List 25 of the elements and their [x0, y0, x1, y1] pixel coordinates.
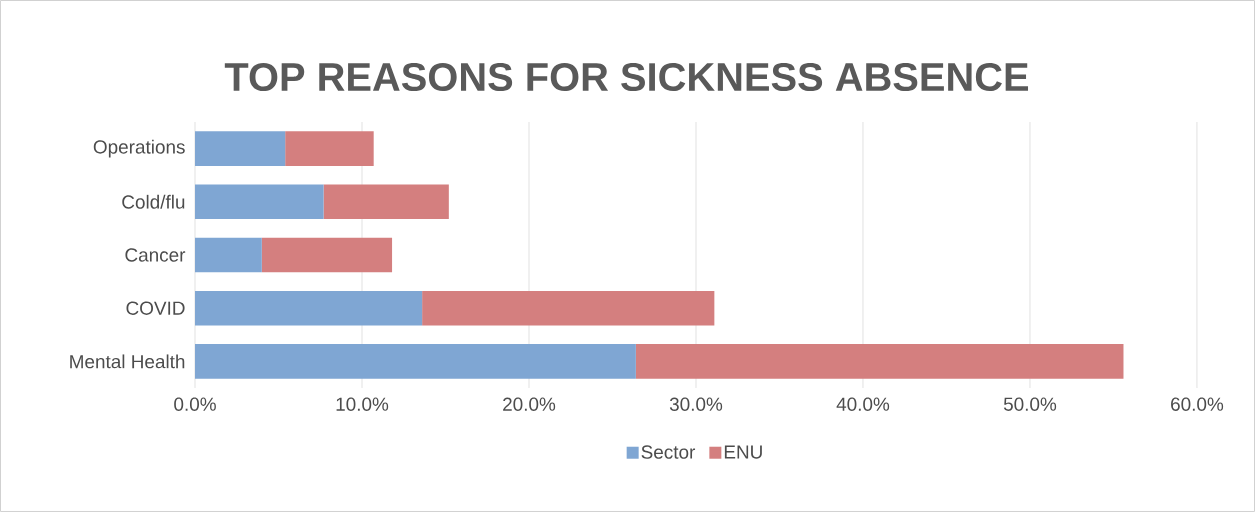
- bar: [195, 290, 423, 326]
- y-tick-label: Operations: [93, 139, 185, 158]
- bar: [323, 184, 449, 220]
- bar: [195, 344, 636, 379]
- x-tick-label: 50.0%: [1003, 397, 1057, 411]
- y-tick-label: Cancer: [125, 248, 186, 262]
- bar: [285, 131, 374, 166]
- chart-title: TOP REASONS FOR SICKNESS ABSENCE: [224, 62, 1029, 92]
- bar: [261, 237, 393, 273]
- bar: [195, 131, 286, 166]
- bar: [422, 290, 715, 326]
- x-tick-label: 40.0%: [836, 397, 890, 411]
- y-tick-label: Cold/flu: [122, 194, 185, 209]
- bar: [635, 344, 1124, 379]
- y-tick-label: COVID: [126, 301, 185, 315]
- x-tick-label: 0.0%: [174, 397, 216, 411]
- x-tick-label: 20.0%: [503, 397, 556, 411]
- x-tick-label: 10.0%: [336, 397, 389, 411]
- x-tick-label: 30.0%: [669, 397, 723, 411]
- x-tick-label: 60.0%: [1171, 397, 1224, 411]
- bar: [195, 237, 262, 273]
- legend-label: ENU: [724, 445, 762, 459]
- y-tick-label: Mental Health: [70, 354, 185, 369]
- legend-label: Sector: [641, 445, 696, 459]
- bar: [195, 184, 324, 220]
